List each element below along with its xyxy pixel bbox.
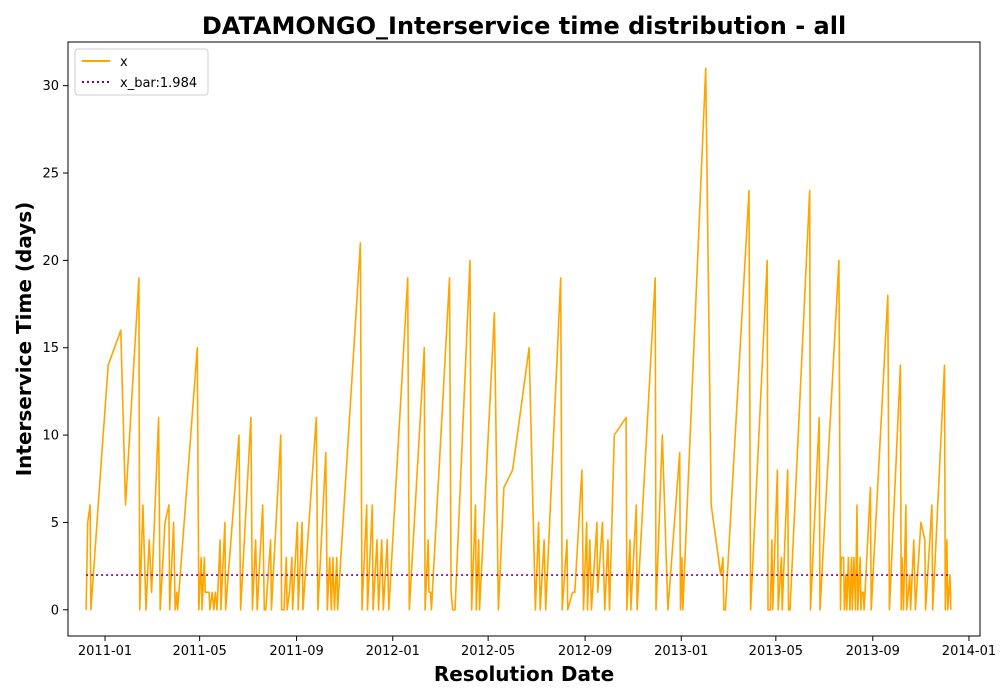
x-tick-label: 2012-01 — [366, 644, 420, 659]
x-tick-label: 2012-09 — [558, 644, 612, 659]
chart-title: DATAMONGO_Interservice time distribution… — [202, 12, 846, 40]
y-axis: 0 5 10 15 20 25 30 — [42, 79, 68, 618]
x-tick-label: 2013-01 — [654, 644, 708, 659]
legend: x x_bar:1.984 — [74, 48, 209, 96]
y-tick-label: 5 — [51, 516, 59, 531]
x-tick-label: 2011-01 — [78, 644, 132, 659]
x-tick-label: 2012-05 — [461, 644, 515, 659]
x-tick-label: 2013-05 — [749, 644, 803, 659]
x-tick-label: 2013-09 — [846, 644, 900, 659]
x-axis: 2011-01 2011-05 2011-09 2012-01 2012-05 2012-… — [78, 636, 996, 659]
y-tick-label: 25 — [42, 167, 59, 182]
legend-label-x: x — [120, 55, 128, 70]
x-tick-label: 2011-09 — [269, 644, 323, 659]
plot-area — [67, 41, 981, 637]
y-tick-label: 20 — [42, 254, 59, 269]
y-axis-label: Interservice Time (days) — [12, 202, 36, 477]
y-tick-label: 30 — [42, 79, 59, 94]
series-layer — [85, 67, 952, 611]
x-tick-label: 2011-05 — [172, 644, 226, 659]
x-tick-label: 2014-01 — [942, 644, 996, 659]
y-tick-label: 0 — [51, 603, 59, 618]
series-line-0 — [85, 67, 952, 611]
y-tick-label: 15 — [42, 341, 59, 356]
x-axis-label: Resolution Date — [434, 662, 614, 686]
y-tick-label: 10 — [42, 429, 59, 444]
legend-label-x-bar: x_bar:1.984 — [120, 76, 197, 91]
